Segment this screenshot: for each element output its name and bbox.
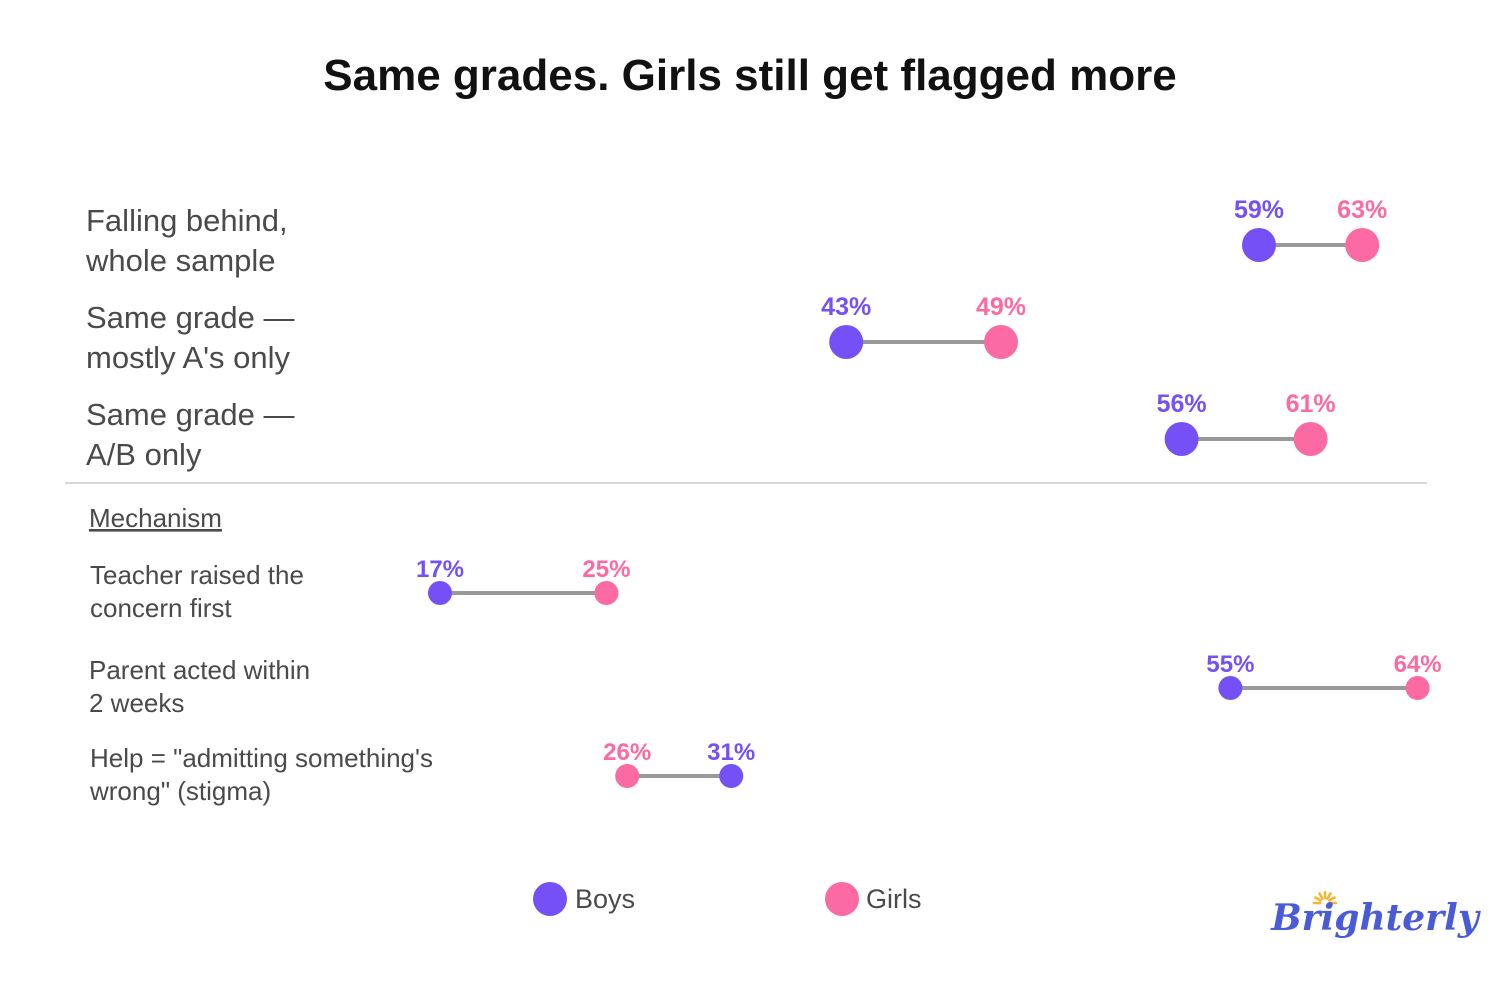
point-girls <box>1293 422 1328 456</box>
point-boys <box>1164 422 1199 456</box>
legend: Boys Girls <box>533 882 922 916</box>
point-boys <box>1218 676 1243 700</box>
row-label: Teacher raised the concern first <box>90 560 304 623</box>
row-label-line: wrong" (stigma) <box>89 776 271 806</box>
dumbbell-row: Help = "admitting something's wrong" (sti… <box>89 739 755 806</box>
dumbbell-row: Teacher raised the concern first 17% 25% <box>90 556 630 623</box>
row-label-line: A/B only <box>86 437 202 472</box>
sun-ray <box>1326 892 1332 900</box>
point-girls <box>615 764 640 788</box>
value-label-boys: 31% <box>707 739 755 766</box>
row-label-line: Same grade — <box>86 300 295 335</box>
value-label-boys: 59% <box>1234 196 1284 224</box>
dumbbell-row: Parent acted within 2 weeks 55% 64% <box>89 651 1442 718</box>
row-label: Same grade — A/B only <box>86 397 295 472</box>
row-label-line: concern first <box>90 593 232 623</box>
point-boys <box>428 581 452 605</box>
row-label: Parent acted within 2 weeks <box>89 655 310 718</box>
legend-swatch-boys <box>533 882 567 916</box>
legend-label-girls: Girls <box>866 884 922 914</box>
row-label: Help = "admitting something's wrong" (sti… <box>89 743 433 806</box>
value-label-boys: 56% <box>1157 390 1207 418</box>
legend-swatch-girls <box>825 882 859 916</box>
row-label: Same grade — mostly A's only <box>86 300 295 375</box>
point-boys <box>719 764 744 788</box>
row-label-line: Help = "admitting something's <box>90 743 433 773</box>
rows-layer: Falling behind, whole sample 59% 63% Same gr… <box>85 196 1442 806</box>
point-girls <box>1405 676 1430 700</box>
point-girls <box>1345 228 1380 262</box>
legend-label-boys: Boys <box>575 884 635 914</box>
dumbbell-row: Same grade — mostly A's only 43% 49% <box>86 293 1026 375</box>
sun-icon <box>1312 890 1338 905</box>
section-label-mechanism: Mechanism <box>89 503 222 533</box>
row-label-line: Falling behind, <box>86 203 288 238</box>
point-boys <box>1242 228 1276 262</box>
value-label-girls: 26% <box>603 739 651 766</box>
row-label: Falling behind, whole sample <box>85 203 288 278</box>
row-label-line: Parent acted within <box>89 655 310 685</box>
value-label-girls: 61% <box>1286 390 1336 418</box>
sun-ray <box>1318 892 1324 900</box>
sun-ray <box>1314 896 1322 902</box>
value-label-girls: 25% <box>582 556 630 583</box>
row-label-line: Same grade — <box>86 397 295 432</box>
value-label-girls: 49% <box>976 293 1026 321</box>
value-label-boys: 55% <box>1206 651 1254 678</box>
dumbbell-row: Falling behind, whole sample 59% 63% <box>85 196 1387 278</box>
value-label-girls: 63% <box>1337 196 1387 224</box>
row-label-line: whole sample <box>85 243 276 278</box>
chart-title: Same grades. Girls still get flagged mor… <box>323 51 1176 100</box>
row-label-line: mostly A's only <box>86 340 291 375</box>
point-girls <box>594 581 619 605</box>
point-girls <box>984 325 1018 359</box>
row-label-line: 2 weeks <box>89 688 184 718</box>
value-label-girls: 64% <box>1394 651 1442 678</box>
brand-wordmark: Brighterly <box>1270 897 1481 939</box>
brand-logo: Brighterly <box>1270 890 1481 939</box>
value-label-boys: 17% <box>416 556 464 583</box>
point-boys <box>829 325 864 359</box>
value-label-boys: 43% <box>821 293 871 321</box>
row-label-line: Teacher raised the <box>90 560 304 590</box>
sun-ray <box>1328 896 1336 902</box>
dumbbell-row: Same grade — A/B only 56% 61% <box>86 390 1336 472</box>
